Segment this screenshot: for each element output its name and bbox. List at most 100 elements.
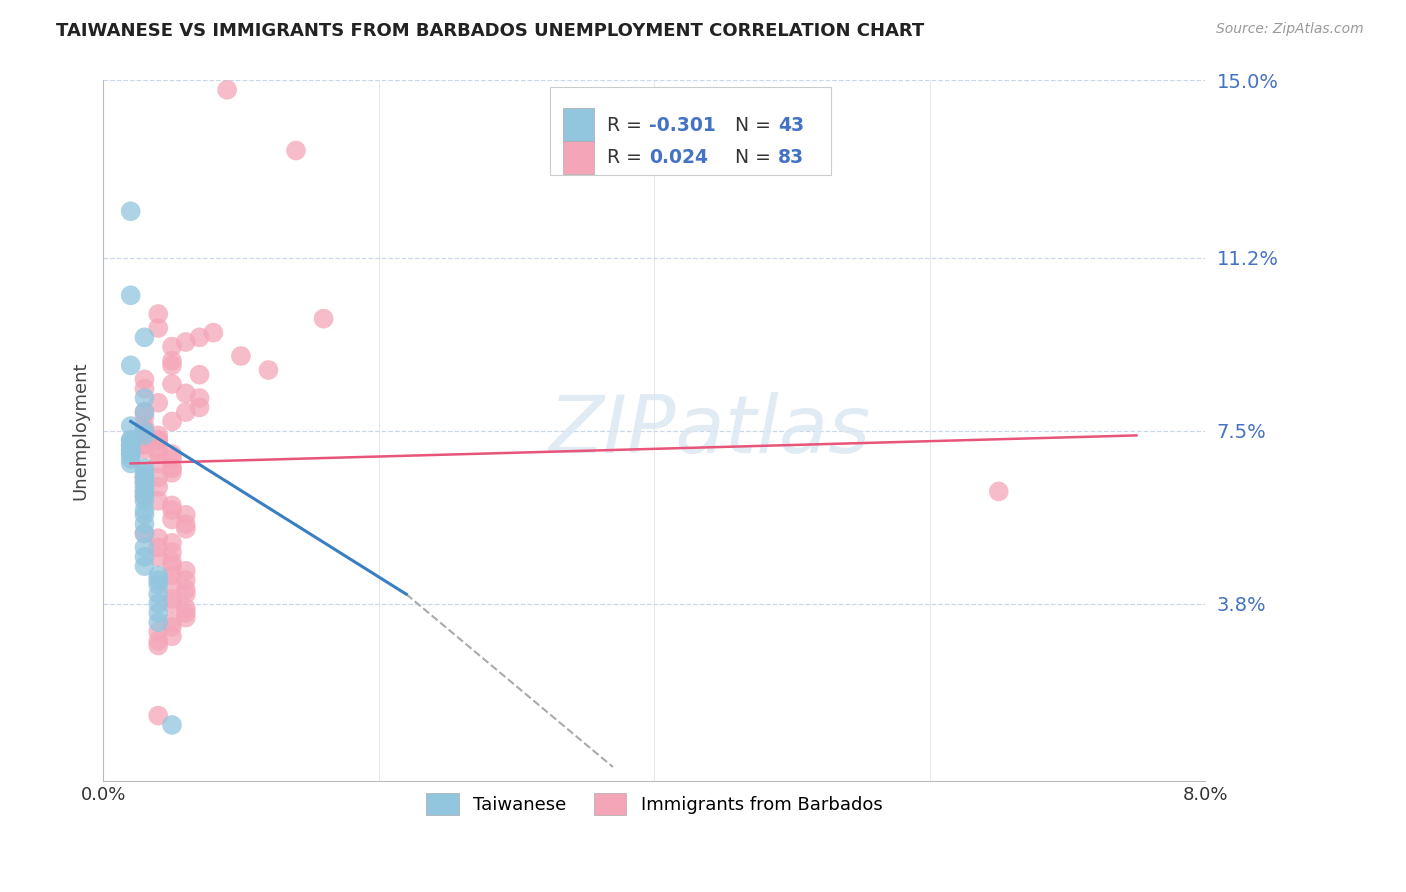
Point (148, 321, 170, 335)
Point (134, 526, 156, 541)
Point (120, 447, 142, 461)
Point (160, 629, 183, 643)
Point (134, 549, 156, 564)
Point (134, 428, 156, 442)
Point (174, 508, 197, 522)
Point (188, 391, 211, 405)
Point (148, 307, 170, 321)
Point (160, 414, 183, 428)
Point (148, 442, 170, 457)
Point (148, 606, 170, 620)
Point (160, 353, 183, 368)
Point (120, 433, 142, 447)
Point (160, 377, 183, 392)
Point (148, 470, 170, 484)
Point (148, 433, 170, 447)
Point (134, 526, 156, 541)
Point (160, 568, 183, 582)
Point (148, 457, 170, 471)
Text: TAIWANESE VS IMMIGRANTS FROM BARBADOS UNEMPLOYMENT CORRELATION CHART: TAIWANESE VS IMMIGRANTS FROM BARBADOS UN… (56, 22, 925, 40)
Point (160, 718, 183, 732)
Point (160, 620, 183, 634)
Point (148, 568, 170, 582)
Point (134, 391, 156, 405)
Point (134, 409, 156, 424)
Point (160, 597, 183, 611)
Text: 83: 83 (778, 148, 804, 167)
Point (134, 372, 156, 386)
Point (148, 633, 170, 648)
Text: 43: 43 (778, 116, 804, 135)
Point (120, 451, 142, 466)
Point (188, 401, 211, 415)
Point (120, 442, 142, 457)
Point (148, 531, 170, 545)
Point (148, 597, 170, 611)
Text: R =: R = (607, 116, 648, 135)
Text: Source: ZipAtlas.com: Source: ZipAtlas.com (1216, 22, 1364, 37)
Y-axis label: Unemployment: Unemployment (72, 361, 89, 500)
Point (148, 395, 170, 409)
Point (134, 470, 156, 484)
Point (217, 83, 239, 97)
Bar (562, 108, 593, 142)
Point (134, 503, 156, 517)
Point (134, 489, 156, 503)
Point (134, 466, 156, 480)
Point (174, 334, 197, 349)
Point (160, 499, 183, 513)
Point (120, 438, 142, 452)
Point (160, 503, 183, 517)
Point (134, 382, 156, 396)
Point (134, 442, 156, 457)
Point (148, 428, 170, 442)
Point (134, 493, 156, 508)
Point (148, 447, 170, 461)
Point (188, 330, 211, 344)
Point (134, 541, 156, 555)
Point (134, 461, 156, 475)
Point (160, 559, 183, 574)
Point (229, 349, 252, 363)
Point (160, 615, 183, 630)
Point (120, 438, 142, 452)
Point (174, 517, 197, 532)
Point (120, 447, 142, 461)
Text: ZIPatlas: ZIPatlas (548, 392, 870, 470)
Point (148, 493, 170, 508)
Point (134, 419, 156, 434)
Point (134, 559, 156, 574)
Text: 0.024: 0.024 (648, 148, 707, 167)
Point (160, 578, 183, 592)
Point (120, 359, 142, 373)
Point (160, 554, 183, 568)
Point (148, 541, 170, 555)
Point (148, 480, 170, 494)
Point (120, 433, 142, 447)
Point (134, 424, 156, 438)
Point (134, 330, 156, 344)
Point (202, 326, 225, 340)
Point (134, 424, 156, 438)
Point (148, 433, 170, 447)
Point (120, 457, 142, 471)
Point (188, 368, 211, 382)
Point (134, 508, 156, 522)
Point (160, 340, 183, 354)
Point (160, 461, 183, 475)
Point (134, 484, 156, 499)
Point (148, 578, 170, 592)
Point (160, 512, 183, 526)
Point (160, 447, 183, 461)
Point (174, 405, 197, 419)
Point (160, 536, 183, 550)
Point (134, 424, 156, 438)
Point (120, 288, 142, 302)
Point (160, 451, 183, 466)
Point (134, 475, 156, 489)
Point (160, 466, 183, 480)
Point (174, 601, 197, 615)
Point (285, 144, 308, 158)
Point (120, 419, 142, 434)
Point (174, 606, 197, 620)
